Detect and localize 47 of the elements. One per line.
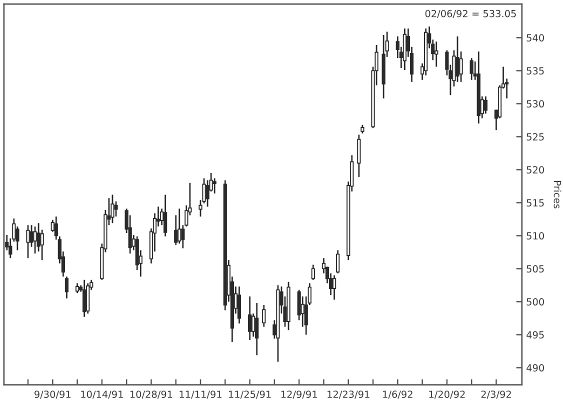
x-tick-label: 11/25/91: [229, 390, 271, 399]
y-tick-label: 540: [526, 34, 544, 42]
x-tick-label: 11/11/91: [180, 390, 222, 399]
candlestick: [484, 96, 488, 114]
y-axis-title: Prices: [554, 181, 562, 208]
candlestick: [33, 226, 37, 254]
candlestick: [311, 264, 315, 281]
y-tick-label: 525: [526, 133, 544, 141]
y-tick-label: 535: [526, 67, 544, 75]
candlestick: [456, 36, 460, 83]
candlestick: [237, 286, 242, 324]
candlestick: [248, 296, 252, 341]
candlestick: [255, 302, 259, 356]
candlestick: [110, 194, 114, 224]
y-tick-label: 495: [526, 331, 544, 339]
x-tick-label: 10/28/91: [130, 390, 172, 399]
candlestick: [75, 282, 80, 294]
x-tick-label: 1/6/92: [383, 390, 412, 399]
candlestick: [459, 50, 463, 83]
candlestick: [434, 40, 438, 68]
x-tick-label: 10/14/91: [81, 390, 123, 399]
y-tick-label: 505: [526, 265, 544, 273]
x-tick-label: 12/9/91: [281, 390, 317, 399]
annotation: 02/06/92 = 533.05: [425, 10, 516, 18]
candlestick: [212, 178, 216, 194]
candlestick: [336, 250, 340, 274]
candlestick: [332, 274, 336, 300]
candlestick: [163, 194, 168, 238]
candlestick: [64, 276, 69, 300]
candlestick: [178, 208, 182, 244]
y-tick-label: 510: [526, 232, 544, 240]
y-tick-label: 515: [526, 199, 544, 207]
candlestick: [40, 229, 44, 261]
x-tick-label: 2/3/92: [481, 390, 511, 399]
candlestick: [114, 200, 118, 218]
y-tick-label: 520: [526, 166, 544, 174]
x-tick-label: 1/20/92: [429, 390, 465, 399]
candlestick: [357, 134, 361, 178]
candlestick: [262, 304, 266, 328]
y-tick-label: 490: [526, 364, 544, 372]
y-tick-label: 530: [526, 100, 544, 108]
x-tick-label: 9/30/91: [34, 390, 70, 399]
candlestick: [26, 224, 30, 259]
candlestick: [470, 57, 474, 81]
x-tick-label: 12/23/91: [328, 390, 370, 399]
candlestick: [82, 279, 86, 318]
y-tick-label: 500: [526, 298, 544, 306]
